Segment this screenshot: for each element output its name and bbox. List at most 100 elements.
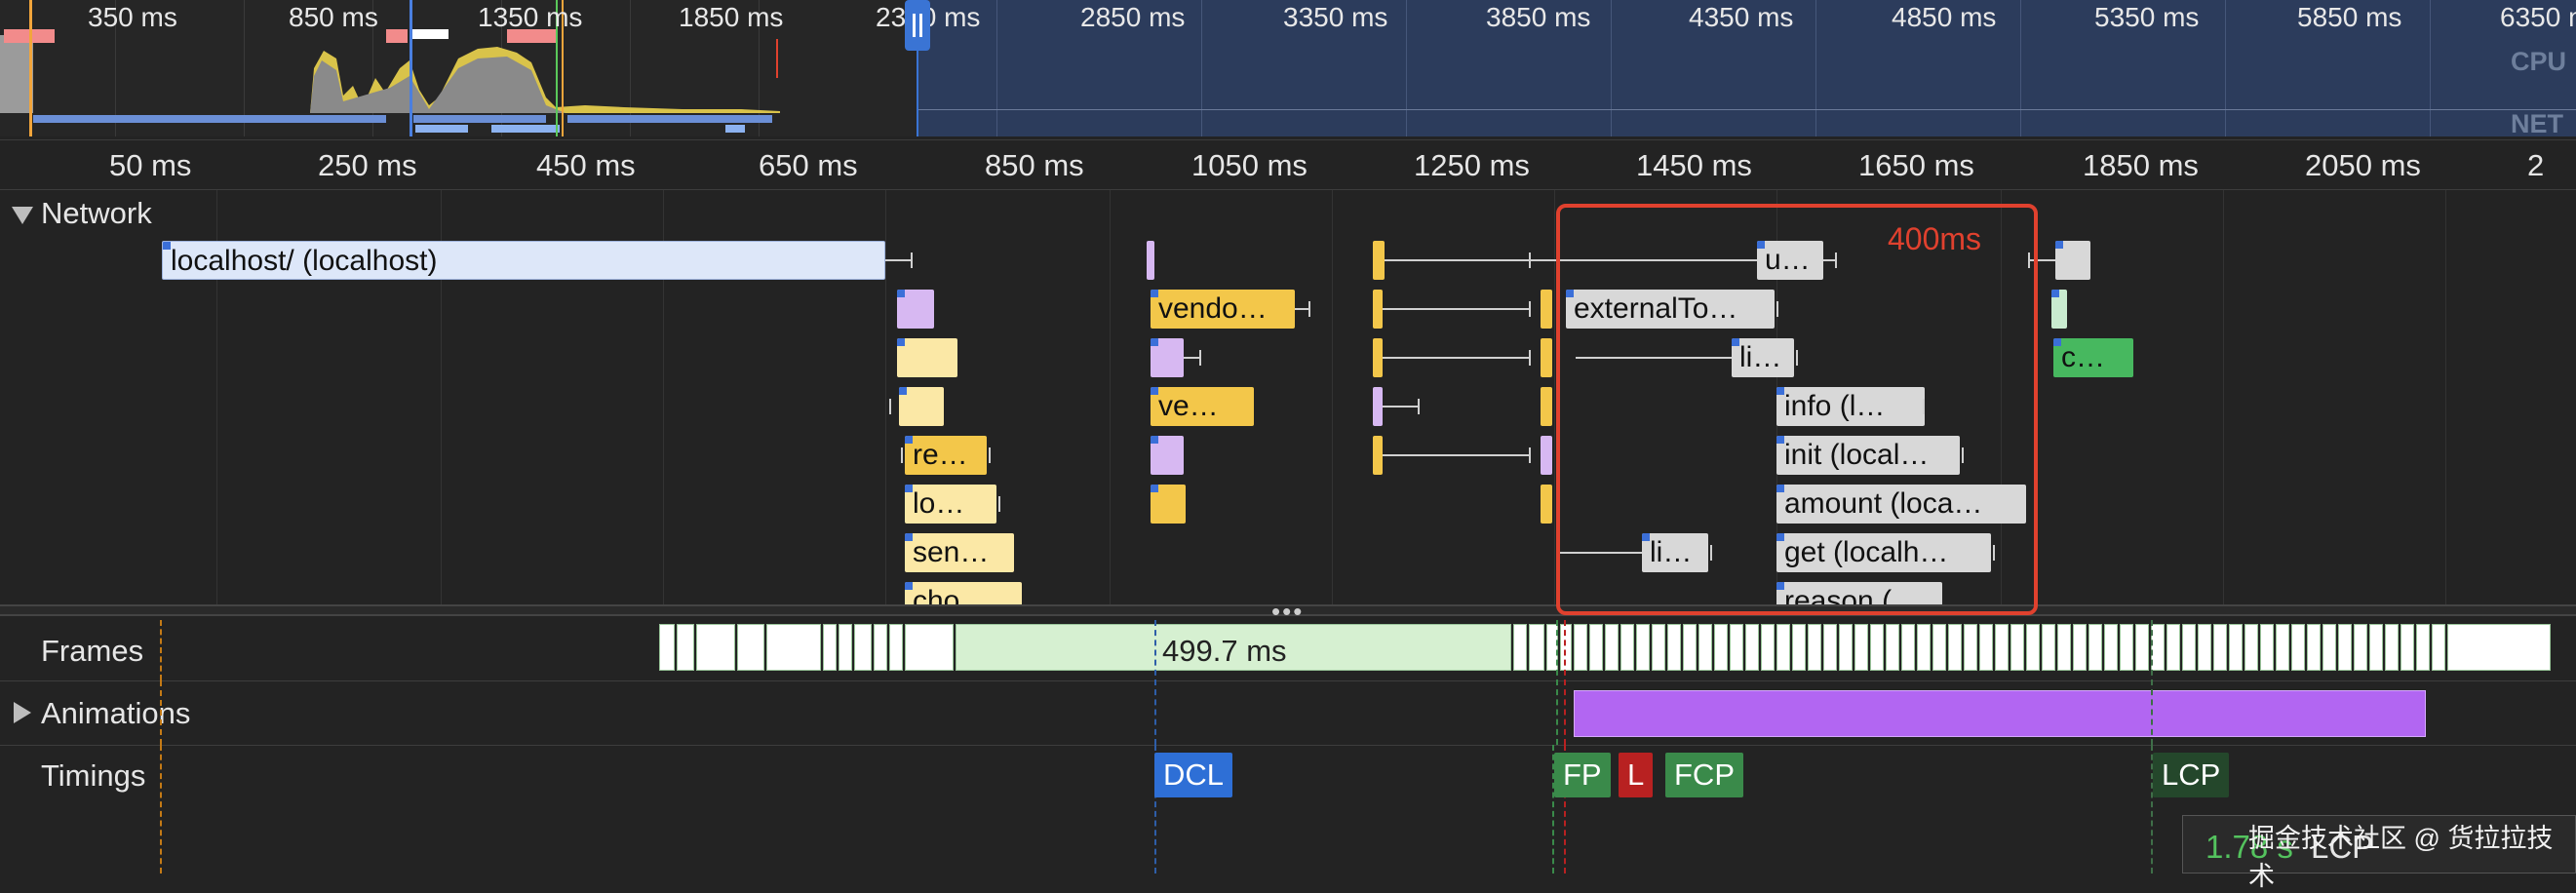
frame-bar[interactable] <box>1886 624 1899 671</box>
frame-bar[interactable] <box>2244 624 2258 671</box>
frame-bar[interactable] <box>2385 624 2399 671</box>
timing-fp[interactable]: FP <box>1554 753 1611 797</box>
frame-bar[interactable] <box>1839 624 1853 671</box>
frame-bar[interactable] <box>1636 624 1650 671</box>
frame-bar[interactable] <box>1917 624 1931 671</box>
timeline-ruler[interactable]: 50 ms 250 ms 450 ms 650 ms 850 ms 1050 m… <box>0 139 2576 190</box>
request-externalto[interactable]: externalTo… <box>1566 290 1775 329</box>
frame-bar[interactable] <box>677 624 694 671</box>
frame-bar[interactable] <box>1683 624 1697 671</box>
frame-bar[interactable] <box>2400 624 2414 671</box>
request-reason[interactable]: reason (… <box>1776 582 1942 604</box>
frame-bar[interactable] <box>2166 624 2180 671</box>
frame-bar[interactable] <box>1574 624 1587 671</box>
request-info[interactable]: info (l… <box>1776 387 1925 426</box>
frame-bar[interactable] <box>1529 624 1544 671</box>
request-init[interactable]: init (local… <box>1776 436 1960 475</box>
frame-bar[interactable] <box>659 624 675 671</box>
frame-bar[interactable] <box>2307 624 2321 671</box>
overview-pane[interactable]: 350 ms 850 ms 1350 ms 1850 ms 2350 ms 28… <box>0 0 2576 138</box>
request-li-2[interactable]: li… <box>1642 533 1708 572</box>
frame-bar[interactable] <box>737 624 764 671</box>
request-re[interactable]: re… <box>905 436 987 475</box>
frame-bar[interactable] <box>2432 624 2445 671</box>
frame-bar[interactable] <box>874 624 887 671</box>
frame-bar[interactable] <box>1854 624 1868 671</box>
frame-bar[interactable] <box>1605 624 1619 671</box>
frame-bar[interactable] <box>2042 624 2055 671</box>
frame-bar[interactable] <box>1979 624 1993 671</box>
frame-bar[interactable] <box>1808 624 1821 671</box>
frame-bar[interactable] <box>2151 624 2165 671</box>
frame-bar[interactable] <box>1932 624 1946 671</box>
selection-handle[interactable] <box>905 0 930 51</box>
frame-bar[interactable] <box>2447 624 2551 671</box>
request-amount[interactable]: amount (loca… <box>1776 485 2026 524</box>
timings-track[interactable]: Timings DCL FP L FCP LCP <box>0 745 2576 874</box>
timing-dcl[interactable]: DCL <box>1154 753 1233 797</box>
frame-bar[interactable] <box>2416 624 2430 671</box>
request-get[interactable]: get (localh… <box>1776 533 1991 572</box>
frame-bar[interactable] <box>2260 624 2274 671</box>
request-ve[interactable]: ve… <box>1151 387 1254 426</box>
frame-bar[interactable] <box>1761 624 1775 671</box>
frame-bar[interactable] <box>1589 624 1603 671</box>
request-u[interactable]: u… <box>1757 241 1823 280</box>
frame-bar[interactable] <box>2369 624 2383 671</box>
frame-bar[interactable] <box>2291 624 2305 671</box>
frame-bar[interactable] <box>1560 624 1572 671</box>
frame-bar[interactable] <box>2229 624 2243 671</box>
frame-bar[interactable] <box>1964 624 1977 671</box>
request-li[interactable]: li… <box>1732 338 1794 377</box>
frame-bar[interactable] <box>2354 624 2367 671</box>
network-track[interactable]: Network localhost/ (localhost) u… vendo…… <box>0 190 2576 604</box>
frame-bar[interactable] <box>766 624 821 671</box>
frame-bar[interactable] <box>1730 624 1743 671</box>
frame-bar[interactable] <box>2338 624 2352 671</box>
frame-bar[interactable] <box>1667 624 1681 671</box>
frame-bar[interactable] <box>1620 624 1634 671</box>
frame-bar[interactable] <box>1513 624 1527 671</box>
frame-bar[interactable] <box>2120 624 2133 671</box>
request-sen[interactable]: sen… <box>905 533 1014 572</box>
request-cho[interactable]: cho… <box>905 582 1022 604</box>
frame-bar[interactable] <box>1652 624 1665 671</box>
frame-bar[interactable] <box>1823 624 1837 671</box>
frame-bar[interactable] <box>696 624 735 671</box>
frame-bar[interactable] <box>854 624 872 671</box>
frame-bar[interactable] <box>2182 624 2196 671</box>
frame-bar[interactable] <box>2088 624 2102 671</box>
frame-bar[interactable] <box>2104 624 2118 671</box>
frame-bar[interactable] <box>1776 624 1790 671</box>
frame-bar[interactable] <box>839 624 852 671</box>
frame-bar[interactable] <box>2213 624 2227 671</box>
request-lo[interactable]: lo… <box>905 485 996 524</box>
frame-bar[interactable] <box>905 624 954 671</box>
frame-bar[interactable] <box>2010 624 2024 671</box>
frame-bar[interactable] <box>2198 624 2211 671</box>
expand-animations-icon[interactable] <box>14 702 31 723</box>
frame-bar[interactable] <box>1995 624 2009 671</box>
frame-bar[interactable] <box>2073 624 2087 671</box>
timing-l[interactable]: L <box>1619 753 1654 797</box>
frame-bar[interactable] <box>956 624 1511 671</box>
animation-bar[interactable] <box>1574 690 2426 737</box>
request-vendo[interactable]: vendo… <box>1151 290 1295 329</box>
frame-bar[interactable] <box>2276 624 2289 671</box>
frame-bar[interactable] <box>1714 624 1728 671</box>
frame-bar[interactable] <box>1870 624 1884 671</box>
frame-bar[interactable] <box>823 624 837 671</box>
frame-bar[interactable] <box>2026 624 2040 671</box>
frame-bar[interactable] <box>1792 624 1806 671</box>
timing-fcp[interactable]: FCP <box>1665 753 1743 797</box>
timing-lcp[interactable]: LCP <box>2153 753 2230 797</box>
frame-bar[interactable] <box>2135 624 2149 671</box>
frame-bar[interactable] <box>2322 624 2336 671</box>
request-localhost[interactable]: localhost/ (localhost) <box>162 241 885 280</box>
frame-bar[interactable] <box>2057 624 2071 671</box>
frame-bar[interactable] <box>1901 624 1915 671</box>
frame-bar[interactable] <box>1698 624 1712 671</box>
request-c[interactable]: c… <box>2053 338 2133 377</box>
animations-track[interactable]: Animations <box>0 680 2576 746</box>
frame-bar[interactable] <box>1948 624 1962 671</box>
